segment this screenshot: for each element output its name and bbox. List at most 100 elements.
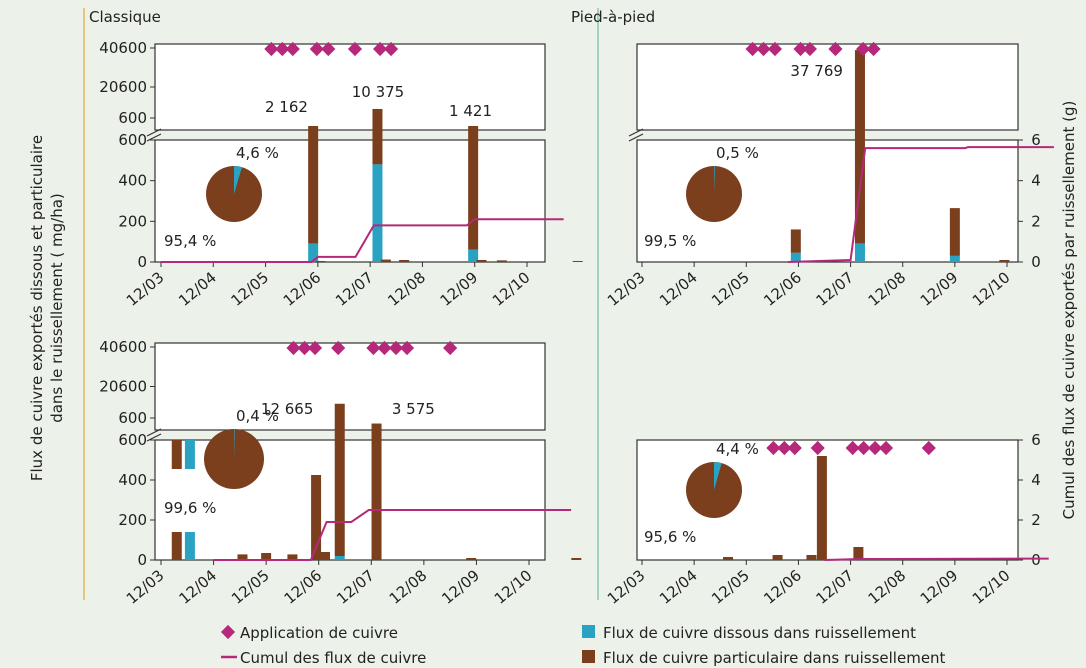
application-marker (443, 340, 458, 356)
bar-dissolved (949, 255, 960, 262)
x-tick-label: 12/04 (656, 566, 701, 608)
bar-bridge (308, 130, 319, 140)
bar-particulate (399, 259, 410, 262)
application-marker (377, 340, 392, 356)
x-tick-label: 12/09 (917, 566, 962, 608)
cumul-line (161, 218, 564, 263)
bar-upper-segment (371, 423, 382, 430)
y-axis-left-label-line1: Flux de cuivre exportés dissous et parti… (28, 135, 46, 481)
bar-particulate (772, 555, 783, 560)
bar-bridge (854, 130, 865, 140)
y-right-tick-label: 0 (1031, 253, 1041, 271)
legend: Application de cuivre Cumul des flux de … (220, 624, 946, 667)
bar-particulate (372, 140, 383, 165)
application-marker (856, 41, 871, 57)
bar-particulate (237, 554, 248, 560)
pie-dissolved (714, 166, 715, 194)
x-tick-label: 12/10 (491, 566, 536, 608)
y-right-tick-label: 6 (1031, 431, 1041, 449)
bar-particulate (371, 440, 382, 560)
y-axis-left-label-line2: dans le ruissellement ( mg/ha) (48, 193, 66, 423)
x-tick-label: 12/07 (812, 566, 857, 608)
x-tick-label: 12/10 (489, 268, 534, 310)
y-right-tick-label: 0 (1031, 551, 1041, 569)
legend-application-marker (220, 624, 236, 640)
application-marker (286, 340, 301, 356)
bar-value-label: 10 375 (352, 83, 405, 101)
bar-particulate (261, 553, 272, 560)
axis-break-gap (629, 131, 643, 139)
bar-particulate (816, 456, 827, 560)
panel-title: Pied-à-pied (571, 8, 655, 26)
axis-break-gap (147, 431, 161, 439)
bar-particulate (496, 260, 507, 262)
x-tick-label: 12/04 (656, 268, 701, 310)
application-marker (285, 41, 300, 57)
y-tick-label: 200 (118, 212, 147, 230)
bar-upper-segment (854, 50, 865, 130)
bar-particulate (334, 440, 345, 556)
x-tick-label: 12/04 (175, 566, 220, 608)
application-marker (777, 440, 792, 456)
x-tick-label: 12/06 (281, 566, 326, 608)
panel-title: Classique (89, 8, 161, 26)
bar-particulate (468, 140, 479, 250)
bar-dissolved (854, 243, 865, 262)
x-tick-label: 12/08 (384, 268, 429, 310)
legend-particulate-swatch (582, 650, 595, 663)
x-tick-label: 12/03 (604, 268, 649, 310)
application-marker (756, 41, 771, 57)
application-marker (793, 41, 808, 57)
upper-tick-label: 40600 (99, 338, 147, 356)
bar-dissolved (334, 556, 345, 560)
cumul-line (787, 146, 1054, 263)
y-right-tick-label: 6 (1031, 131, 1041, 149)
legend-particulate-label: Flux de cuivre particulaire dans ruissel… (603, 649, 946, 667)
legend-application-label: Application de cuivre (240, 624, 398, 642)
bar-particulate (308, 140, 319, 244)
y-tick-label: 0 (137, 551, 147, 569)
application-marker (331, 340, 346, 356)
x-tick-label: 12/06 (760, 268, 805, 310)
legend-cumul-label: Cumul des flux de cuivre (240, 649, 426, 667)
bar-value-label: 3 575 (392, 400, 435, 418)
bar-particulate (572, 260, 583, 262)
application-marker (810, 440, 825, 456)
bar-dissolved (468, 249, 479, 262)
upper-tick-label: 40600 (99, 39, 147, 57)
bar-particulate (571, 558, 582, 560)
axis-break-mark (628, 128, 644, 142)
bar-particulate (287, 554, 298, 560)
bar-particulate (476, 259, 487, 262)
x-tick-label: 12/10 (969, 268, 1014, 310)
application-marker (321, 41, 336, 57)
panel-pied-2015: Pied-à-pied2015642012/0312/0412/0512/061… (571, 8, 1054, 310)
application-marker (399, 340, 415, 356)
application-marker (766, 440, 781, 456)
application-marker (921, 440, 936, 456)
x-tick-label: 12/07 (333, 566, 378, 608)
x-tick-label: 12/03 (123, 566, 168, 608)
x-tick-label: 12/09 (917, 268, 962, 310)
axis-break-gap (147, 131, 161, 139)
x-tick-label: 12/05 (708, 268, 753, 310)
x-tick-label: 12/03 (123, 268, 168, 310)
x-tick-label: 12/06 (760, 566, 805, 608)
x-tick-label: 12/08 (865, 268, 910, 310)
bar-upper-segment (308, 126, 319, 130)
x-tick-label: 12/08 (386, 566, 431, 608)
bar-segment (171, 440, 182, 469)
bar-dissolved (308, 243, 319, 262)
x-tick-label: 12/06 (280, 268, 325, 310)
bar-bridge (468, 130, 479, 140)
bar-value-label: 37 769 (790, 62, 843, 80)
pie-dissolved-label: 4,6 % (236, 144, 279, 162)
bar-particulate (311, 475, 322, 560)
upper-tick-label: 600 (118, 409, 147, 427)
bar-segment (184, 440, 195, 469)
upper-frame (636, 43, 1019, 131)
application-marker (767, 41, 783, 57)
bar-value-label: 2 162 (265, 98, 308, 116)
x-tick-label: 12/07 (332, 268, 377, 310)
